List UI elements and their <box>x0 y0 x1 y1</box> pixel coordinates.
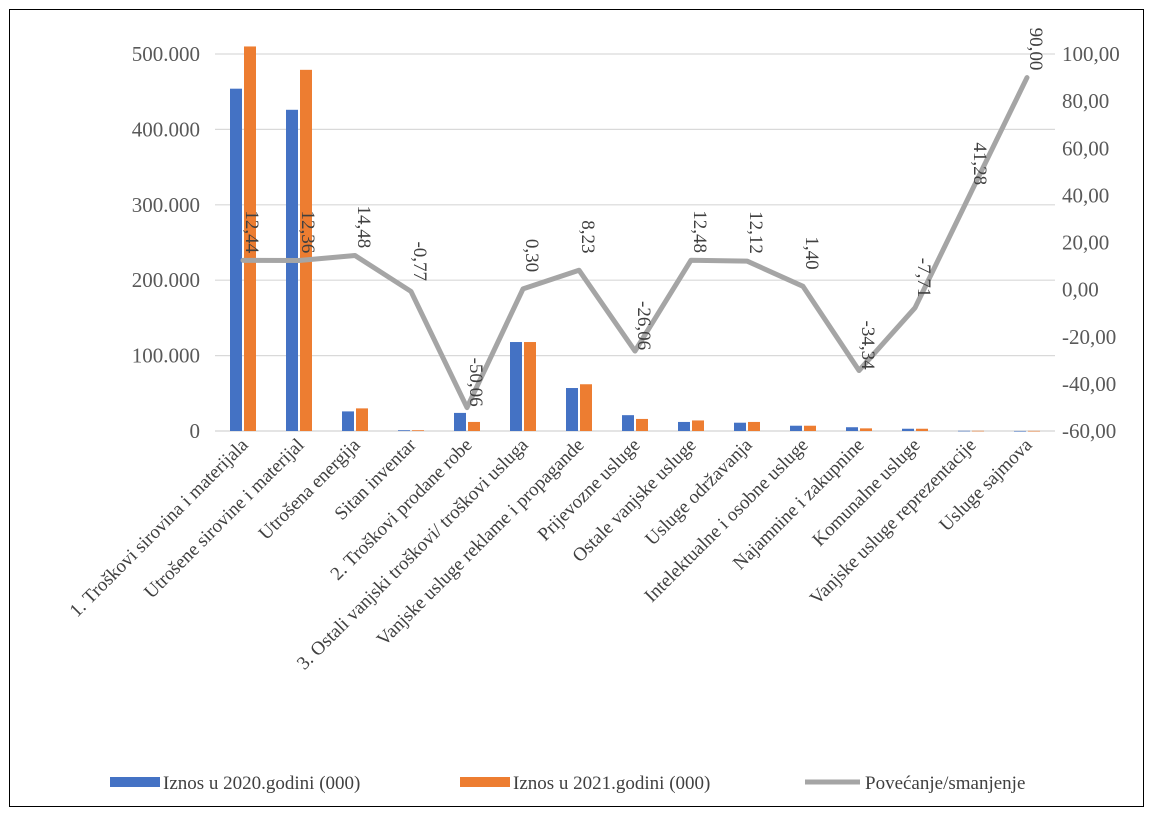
line-series: 12,44 12,36 14,48 -0,77 -50,06 0,30 8,23 -26,06… <box>240 28 1046 411</box>
bar-2020 <box>902 428 914 431</box>
legend-label: Iznos u 2021.godini (000) <box>513 773 710 794</box>
bar-2020 <box>510 342 522 431</box>
line-data-label: 1,40 <box>801 236 822 269</box>
bar-2021 <box>244 46 256 432</box>
right-tick-label: 40,00 <box>1062 183 1109 207</box>
bar-2021 <box>300 69 312 432</box>
gridlines <box>215 53 1055 432</box>
line-povecanje-smanjenje <box>240 75 1030 411</box>
right-tick-label: 60,00 <box>1062 136 1109 160</box>
right-tick-label: 0,00 <box>1062 278 1099 302</box>
left-tick-label: 100.000 <box>132 344 200 368</box>
line-data-label: -7,71 <box>913 258 934 298</box>
legend-item: Povećanje/smanjenje <box>805 773 1025 794</box>
bar-2020 <box>846 427 858 431</box>
bar-2021 <box>412 430 424 431</box>
bar-2020 <box>566 388 578 431</box>
line-data-label: 12,36 <box>297 211 318 254</box>
left-tick-label: 0 <box>190 419 201 443</box>
right-tick-label: 100,00 <box>1062 42 1120 66</box>
line-data-label: 14,48 <box>353 206 374 249</box>
bar-2020 <box>286 109 298 432</box>
bar-2020 <box>342 411 354 431</box>
bar-2021 <box>916 428 928 431</box>
bar-2020 <box>678 421 690 431</box>
right-tick-label: -20,00 <box>1062 325 1116 349</box>
bar-2020 <box>398 430 410 431</box>
line-data-label: 90,00 <box>1025 28 1046 71</box>
bar-2021 <box>692 420 704 431</box>
line-data-label: -50,06 <box>465 358 486 407</box>
right-tick-label: 20,00 <box>1062 231 1109 255</box>
left-tick-label: 500.000 <box>132 42 200 66</box>
bar-2020 <box>230 88 242 432</box>
legend-label: Iznos u 2020.godini (000) <box>163 773 360 794</box>
legend-swatch <box>460 777 510 787</box>
legend: Iznos u 2020.godini (000) Iznos u 2021.go… <box>110 773 1025 794</box>
bar-2020 <box>622 415 634 431</box>
right-axis-ticks: -60,00 -40,00 -20,00 0,00 20,00 40,00 60,00 80,… <box>1062 42 1120 443</box>
bar-2020 <box>734 422 746 431</box>
line-data-label: 12,48 <box>689 210 710 253</box>
left-tick-label: 200.000 <box>132 268 200 292</box>
legend-item: Iznos u 2020.godini (000) <box>110 773 360 794</box>
line-data-label: -0,77 <box>409 241 430 281</box>
left-tick-label: 300.000 <box>132 193 200 217</box>
category-label: Utrošena energija <box>255 434 365 544</box>
bar-2021 <box>1028 430 1040 432</box>
bar-2020 <box>454 412 466 431</box>
legend-item: Iznos u 2021.godini (000) <box>460 773 710 794</box>
bar-2020 <box>958 430 970 432</box>
bar-2021 <box>580 384 592 431</box>
right-tick-label: -40,00 <box>1062 372 1116 396</box>
line-data-label: 12,44 <box>241 210 262 253</box>
category-label: Vanjske usluge reklame i propagande <box>373 435 589 651</box>
legend-swatch <box>110 777 160 787</box>
bar-2021 <box>524 342 536 431</box>
line-data-label: -34,34 <box>857 321 878 371</box>
bar-2021 <box>804 425 816 431</box>
bar-2021 <box>972 430 984 432</box>
right-tick-label: -60,00 <box>1062 419 1116 443</box>
legend-label: Povećanje/smanjenje <box>865 773 1025 794</box>
line-data-label: -26,06 <box>633 301 654 350</box>
bar-2020 <box>1014 430 1026 432</box>
line-data-label: 8,23 <box>577 220 598 253</box>
bar-2021 <box>356 408 368 431</box>
bar-2021 <box>860 428 872 431</box>
line-data-label: 12,12 <box>745 211 766 254</box>
line-data-label: 41,28 <box>969 142 990 185</box>
category-labels: 1. Troškovi sirovina i materijalaUtrošen… <box>66 434 1037 674</box>
bar-2020 <box>790 425 802 431</box>
category-label: Prijevozne usluge <box>534 435 645 546</box>
bars <box>230 46 1040 432</box>
bar-2021 <box>636 418 648 431</box>
left-tick-label: 400.000 <box>132 117 200 141</box>
left-axis-ticks: 0 100.000 200.000 300.000 400.000 500.000 <box>132 42 200 443</box>
right-tick-label: 80,00 <box>1062 89 1109 113</box>
bar-2021 <box>468 421 480 431</box>
line-data-label: 0,30 <box>521 239 542 272</box>
bar-2021 <box>748 421 760 431</box>
